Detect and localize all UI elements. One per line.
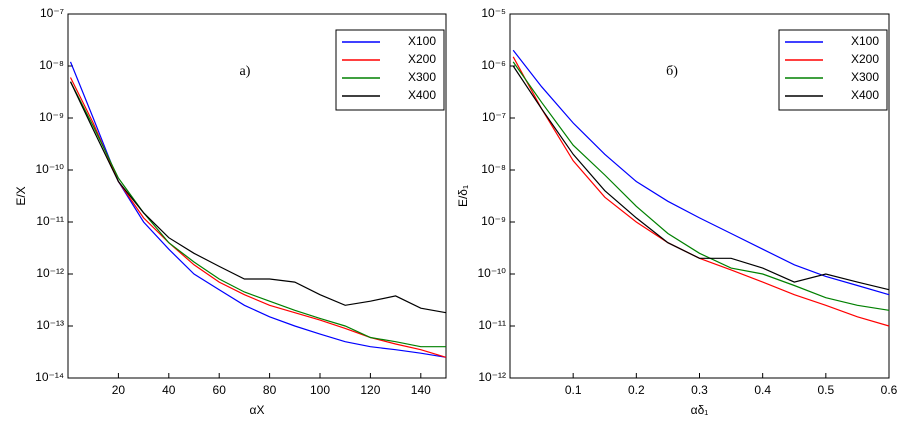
legend-label: X200 bbox=[408, 52, 436, 66]
series-line bbox=[512, 61, 890, 311]
x-tick-label: 0.5 bbox=[817, 383, 834, 397]
y-tick-label: 10⁻⁷ bbox=[482, 110, 506, 124]
x-tick-label: 60 bbox=[213, 383, 227, 397]
x-tick-label: 0.1 bbox=[565, 383, 582, 397]
x-tick-label: 0.2 bbox=[628, 383, 645, 397]
x-tick-label: 40 bbox=[162, 383, 176, 397]
series-line bbox=[512, 49, 890, 296]
x-tick-label: 0.4 bbox=[754, 383, 771, 397]
legend-label: X200 bbox=[851, 52, 879, 66]
y-tick-label: 10⁻⁸ bbox=[481, 162, 506, 176]
y-tick-label: 10⁻¹⁰ bbox=[478, 266, 507, 280]
legend-label: X100 bbox=[408, 34, 436, 48]
legend-label: X300 bbox=[851, 70, 879, 84]
series-line bbox=[512, 65, 890, 291]
legend-label: X400 bbox=[408, 88, 436, 102]
y-tick-label: 10⁻⁸ bbox=[39, 58, 64, 72]
series-line bbox=[69, 81, 447, 314]
annotation: б) bbox=[666, 64, 678, 79]
y-tick-label: 10⁻¹² bbox=[478, 370, 506, 384]
x-tick-label: 0.6 bbox=[881, 383, 898, 397]
x-axis-label: αX bbox=[250, 403, 265, 417]
x-tick-label: 80 bbox=[263, 383, 277, 397]
x-tick-label: 140 bbox=[411, 383, 431, 397]
annotation: a) bbox=[240, 64, 251, 79]
series-line bbox=[69, 81, 446, 348]
x-tick-label: 0.3 bbox=[691, 383, 708, 397]
x-tick-label: 20 bbox=[112, 383, 126, 397]
y-tick-label: 10⁻¹² bbox=[36, 266, 64, 280]
legend-label: X400 bbox=[851, 88, 879, 102]
x-tick-label: 100 bbox=[310, 383, 330, 397]
y-tick-label: 10⁻⁵ bbox=[481, 6, 506, 20]
legend-label: X100 bbox=[851, 34, 879, 48]
y-tick-label: 10⁻¹¹ bbox=[478, 318, 506, 332]
series-line bbox=[69, 77, 447, 358]
y-axis-label: E/δ₁ bbox=[456, 185, 470, 207]
y-tick-label: 10⁻¹³ bbox=[36, 318, 64, 332]
y-tick-label: 10⁻¹⁰ bbox=[36, 162, 65, 176]
y-tick-label: 10⁻¹¹ bbox=[36, 214, 64, 228]
x-axis-label: αδ₁ bbox=[691, 403, 709, 417]
y-axis-label: E/X bbox=[14, 186, 28, 205]
series-line bbox=[69, 61, 447, 358]
y-tick-label: 10⁻⁹ bbox=[39, 110, 64, 124]
y-tick-label: 10⁻⁷ bbox=[40, 6, 64, 20]
legend-label: X300 bbox=[408, 70, 436, 84]
y-tick-label: 10⁻¹⁴ bbox=[35, 370, 64, 384]
y-tick-label: 10⁻⁶ bbox=[481, 58, 506, 72]
y-tick-label: 10⁻⁹ bbox=[481, 214, 506, 228]
x-tick-label: 120 bbox=[360, 383, 380, 397]
